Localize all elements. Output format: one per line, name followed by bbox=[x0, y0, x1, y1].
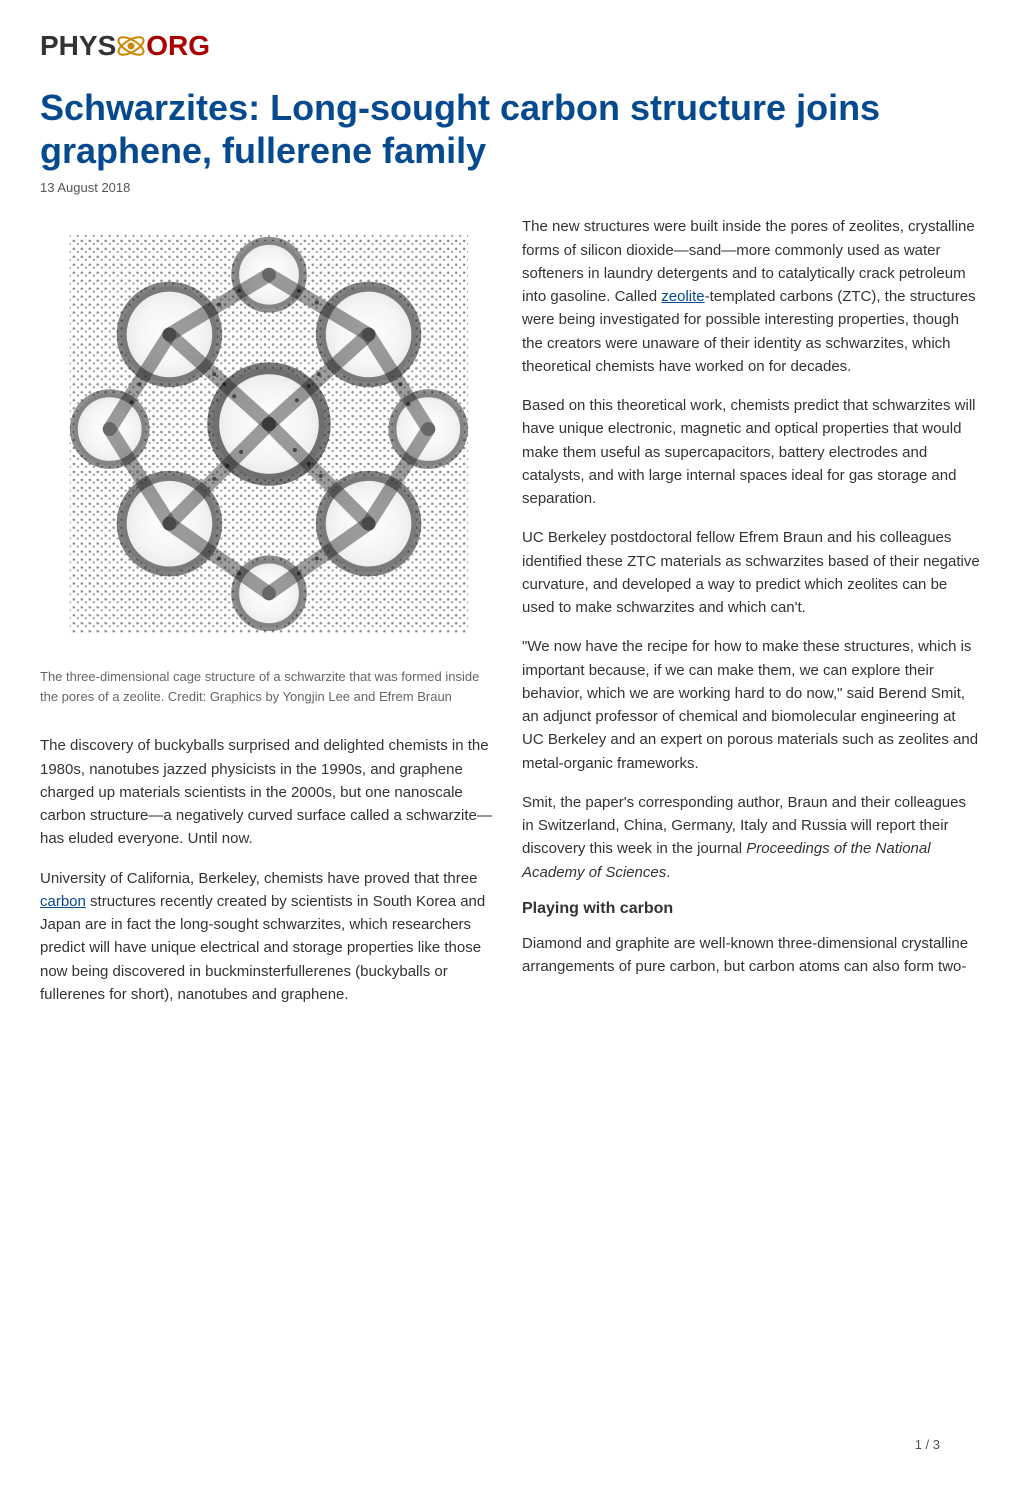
paragraph: "We now have the recipe for how to make … bbox=[522, 635, 980, 775]
paragraph-text: University of California, Berkeley, chem… bbox=[40, 870, 477, 887]
article-date: 13 August 2018 bbox=[40, 180, 980, 195]
paragraph-text: structures recently created by scientist… bbox=[40, 893, 485, 1003]
logo-container: PHYS ORG bbox=[40, 30, 980, 62]
carbon-link[interactable]: carbon bbox=[40, 893, 86, 910]
left-body-text: The discovery of buckyballs surprised an… bbox=[40, 734, 498, 1006]
page-container: PHYS ORG Schwarzites: Long-sought carbon… bbox=[40, 30, 980, 1472]
logo-text-phys: PHYS bbox=[40, 30, 116, 62]
figure-caption: The three-dimensional cage structure of … bbox=[40, 667, 498, 706]
paragraph-text: . bbox=[666, 864, 670, 881]
site-logo[interactable]: PHYS ORG bbox=[40, 30, 980, 62]
schwarzite-structure-image bbox=[40, 215, 498, 653]
paragraph: Smit, the paper's corresponding author, … bbox=[522, 791, 980, 884]
two-column-layout: The three-dimensional cage structure of … bbox=[40, 215, 980, 1022]
paragraph: University of California, Berkeley, chem… bbox=[40, 867, 498, 1007]
paragraph: Based on this theoretical work, chemists… bbox=[522, 394, 980, 510]
article-figure bbox=[40, 215, 498, 653]
atom-x-icon bbox=[114, 31, 148, 61]
paragraph: The new structures were built inside the… bbox=[522, 215, 980, 378]
right-column: The new structures were built inside the… bbox=[522, 215, 980, 1022]
paragraph: UC Berkeley postdoctoral fellow Efrem Br… bbox=[522, 526, 980, 619]
left-column: The three-dimensional cage structure of … bbox=[40, 215, 498, 1022]
page-number: 1 / 3 bbox=[915, 1437, 940, 1452]
logo-text-org: ORG bbox=[146, 30, 210, 62]
zeolite-link[interactable]: zeolite bbox=[661, 288, 704, 305]
paragraph: Diamond and graphite are well-known thre… bbox=[522, 932, 980, 979]
article-headline: Schwarzites: Long-sought carbon structur… bbox=[40, 86, 980, 172]
section-heading: Playing with carbon bbox=[522, 900, 980, 918]
paragraph: The discovery of buckyballs surprised an… bbox=[40, 734, 498, 850]
